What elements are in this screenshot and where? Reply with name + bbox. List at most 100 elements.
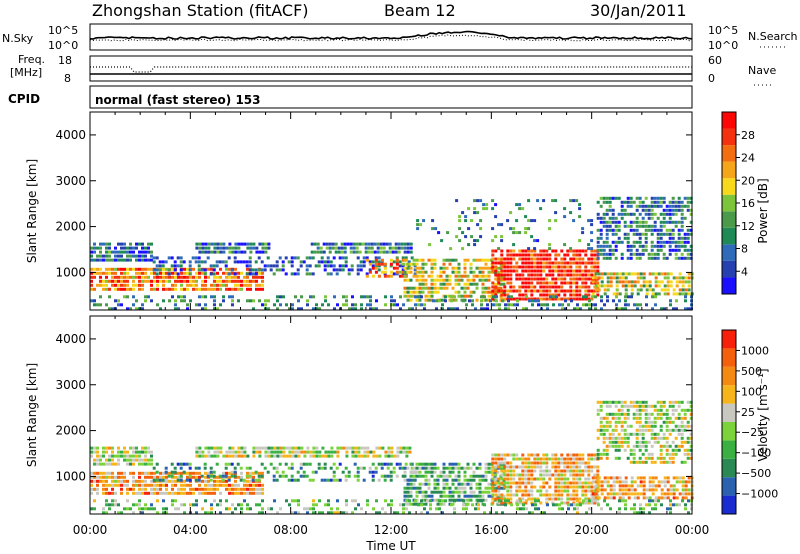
data-cell <box>186 267 189 271</box>
data-cell <box>315 303 318 307</box>
data-cell <box>252 475 255 479</box>
data-cell <box>464 219 468 223</box>
data-cell <box>141 287 144 291</box>
data-cell <box>180 491 183 495</box>
data-cell <box>183 491 186 495</box>
data-cell <box>165 511 168 515</box>
data-cell <box>614 416 618 420</box>
data-cell <box>563 489 567 493</box>
data-cell <box>309 507 312 511</box>
data-cell <box>478 270 482 274</box>
data-cell <box>536 453 540 457</box>
data-cell <box>96 479 99 483</box>
data-cell <box>650 252 654 256</box>
data-cell <box>672 276 676 280</box>
data-cell <box>602 416 606 420</box>
data-cell <box>512 481 516 485</box>
data-cell <box>195 503 198 507</box>
data-cell <box>249 279 252 283</box>
data-cell <box>653 404 657 408</box>
data-cell <box>367 250 371 254</box>
data-cell <box>478 478 482 482</box>
data-cell <box>542 469 546 473</box>
data-cell <box>404 272 408 276</box>
data-cell <box>216 242 220 246</box>
data-cell <box>170 462 174 466</box>
data-cell <box>216 275 219 279</box>
data-cell <box>195 287 198 291</box>
data-cell <box>687 476 691 480</box>
data-cell <box>305 462 309 466</box>
data-cell <box>442 466 446 470</box>
data-cell <box>258 450 262 454</box>
data-cell <box>627 492 631 496</box>
cpid-panel: CPID normal (fast stereo) 153 <box>8 85 693 109</box>
data-cell <box>599 456 603 460</box>
data-cell <box>656 432 660 436</box>
data-cell <box>632 416 636 420</box>
data-cell <box>645 280 649 284</box>
data-cell <box>660 492 664 496</box>
data-cell <box>138 479 141 483</box>
data-cell <box>258 283 261 287</box>
data-cell <box>478 266 482 270</box>
data-cell <box>448 498 452 502</box>
data-cell <box>192 475 195 479</box>
data-cell <box>518 489 522 493</box>
data-cell <box>620 216 624 220</box>
data-cell <box>566 249 570 253</box>
data-cell <box>548 253 552 257</box>
data-cell <box>608 248 612 252</box>
data-cell <box>503 501 507 505</box>
data-cell <box>481 274 485 278</box>
data-cell <box>605 220 609 224</box>
data-cell <box>530 453 534 457</box>
data-cell <box>689 436 693 440</box>
data-cell <box>503 293 507 297</box>
data-cell <box>500 269 504 273</box>
data-cell <box>566 253 570 257</box>
data-cell <box>430 462 434 466</box>
data-cell <box>608 204 612 208</box>
data-cell <box>219 491 222 495</box>
data-cell <box>105 287 108 291</box>
data-cell <box>630 507 633 511</box>
data-cell <box>367 242 371 246</box>
data-cell <box>418 290 422 294</box>
data-cell <box>401 466 405 470</box>
data-cell <box>99 271 102 275</box>
data-cell <box>560 477 564 481</box>
data-cell <box>519 499 522 503</box>
data-cell <box>392 466 396 470</box>
data-cell <box>623 428 627 432</box>
data-cell <box>500 261 504 265</box>
data-cell <box>291 454 295 458</box>
data-cell <box>461 231 465 235</box>
data-cell <box>237 454 241 458</box>
data-cell <box>527 477 531 481</box>
data-cell <box>240 487 243 491</box>
data-cell <box>479 235 483 239</box>
data-cell <box>575 457 579 461</box>
data-cell <box>446 231 450 235</box>
data-cell <box>332 478 336 482</box>
data-cell <box>216 307 219 311</box>
data-cell <box>671 208 675 212</box>
data-cell <box>591 476 595 480</box>
data-cell <box>506 281 510 285</box>
data-cell <box>406 250 410 254</box>
data-cell <box>138 242 141 246</box>
data-cell <box>473 243 477 247</box>
data-cell <box>578 285 582 289</box>
data-cell <box>222 283 225 287</box>
data-cell <box>173 466 177 470</box>
data-cell <box>602 220 606 224</box>
data-cell <box>518 289 522 293</box>
data-cell <box>213 246 217 250</box>
data-cell <box>602 212 606 216</box>
data-cell <box>460 274 464 278</box>
data-cell <box>674 436 678 440</box>
data-cell <box>518 473 522 477</box>
data-cell <box>147 242 150 246</box>
